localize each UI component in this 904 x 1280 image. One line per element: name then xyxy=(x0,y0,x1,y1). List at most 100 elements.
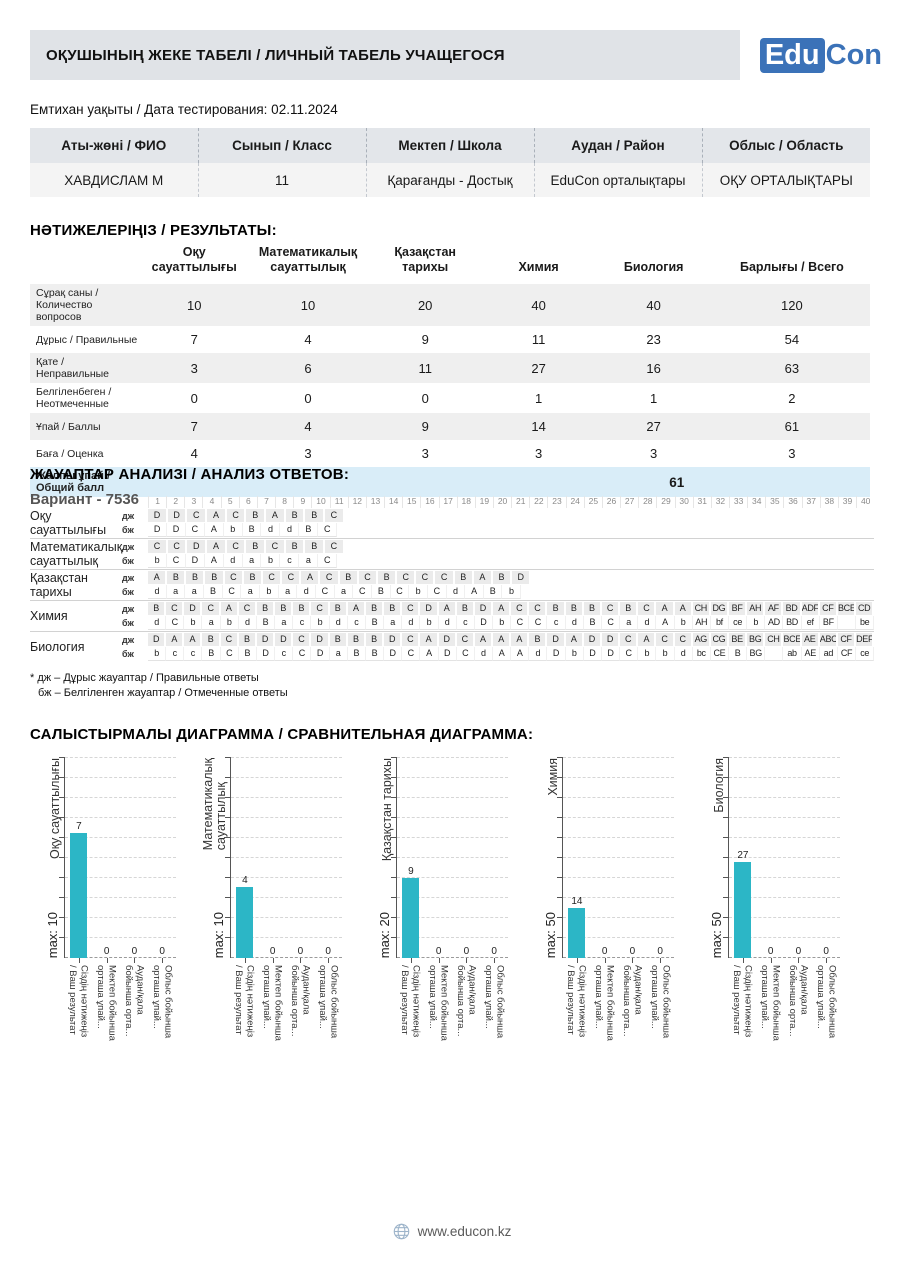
answer-cell xyxy=(749,523,767,537)
answer-cell xyxy=(498,523,516,537)
answer-cell: bf xyxy=(710,616,729,630)
answer-cell: A xyxy=(438,602,457,616)
answer-cell: d xyxy=(297,585,316,599)
answer-cell xyxy=(662,585,680,599)
chart-x-category-label: Сіздің нәтижеңіз / Ваш результат xyxy=(731,965,754,1038)
bar-chart: Биология max: 50 27 0 0 0 Сіздің нәтижеңіз / Ва… xyxy=(698,757,842,1070)
question-number: 9 xyxy=(293,496,311,508)
answer-cell: B xyxy=(583,616,602,630)
gridline xyxy=(231,937,342,938)
chart-y-label: Оқу сауаттылығы xyxy=(48,758,62,860)
answer-cell xyxy=(785,554,803,568)
answer-cell xyxy=(433,540,451,554)
answer-cell: B xyxy=(256,602,276,616)
answer-cell: ADF xyxy=(801,602,820,616)
x-axis-tick xyxy=(466,958,468,963)
answer-cell xyxy=(768,540,786,554)
bar-slot: 0 xyxy=(812,946,840,958)
answer-cell: C xyxy=(166,616,185,630)
answer-cell: d xyxy=(474,647,493,661)
y-axis-tick xyxy=(557,777,563,778)
gridline xyxy=(65,877,176,878)
answer-cell: BCE xyxy=(783,633,802,647)
results-value: 54 xyxy=(784,332,800,347)
chart-x-category-label: Облыс бойынша орташа ұпай... xyxy=(815,965,838,1039)
answer-cell: A xyxy=(656,616,675,630)
y-axis-tick xyxy=(391,817,397,818)
answer-cell: C xyxy=(220,633,239,647)
y-axis-tick xyxy=(723,777,729,778)
answer-cell: C xyxy=(638,602,657,616)
answer-cell: C xyxy=(656,633,675,647)
y-axis-tick xyxy=(59,817,65,818)
answer-cell xyxy=(651,571,668,585)
answer-cell xyxy=(698,540,716,554)
answer-cell: B xyxy=(483,585,503,599)
answer-cell: C xyxy=(293,647,312,661)
answer-cell xyxy=(634,571,651,585)
answer-cell: a xyxy=(384,616,403,630)
chart-x-category-label: Облыс бойынша орташа ұпай... xyxy=(151,965,174,1039)
answer-cell xyxy=(698,509,716,523)
x-axis-tick xyxy=(826,958,828,963)
answer-cell xyxy=(804,585,822,599)
bar-value-label: 0 xyxy=(435,946,442,957)
gridline xyxy=(563,757,674,758)
test-date: Емтихан уақыты / Дата тестирования: 02.1… xyxy=(30,102,338,117)
answer-cell: B xyxy=(202,633,221,647)
answer-cell: A xyxy=(420,633,439,647)
results-value: 27 xyxy=(593,413,714,440)
results-value: 4 xyxy=(304,332,312,347)
answer-cell xyxy=(362,509,380,523)
answer-cell: C xyxy=(187,509,207,523)
results-value: 120 xyxy=(713,284,870,326)
answer-cell: B xyxy=(256,616,276,630)
answer-cell: B xyxy=(329,602,348,616)
answers-analysis-table: Вариант - 7536 1 2 3 4 5 6 7 8 9 10 11 12 13 14 15 16 17… xyxy=(30,488,875,701)
gridline xyxy=(231,757,342,758)
answer-cell xyxy=(856,554,874,568)
answer-cell: b xyxy=(420,616,439,630)
answer-cell: B xyxy=(620,602,639,616)
gridline xyxy=(397,877,508,878)
bar-value-label: 4 xyxy=(242,875,248,886)
results-row-label: Ұпай / Баллы xyxy=(30,413,140,440)
answer-cell: C xyxy=(224,571,244,585)
answer-cell xyxy=(703,571,720,585)
answer-cell xyxy=(503,540,521,554)
gridline xyxy=(397,797,508,798)
answer-cell: bc xyxy=(692,647,711,661)
results-value: 1 xyxy=(534,390,543,406)
x-axis-tick xyxy=(78,958,80,963)
question-number: 1 xyxy=(148,496,166,508)
y-axis-tick xyxy=(225,877,231,878)
legend-line-dzh: * дж – Дұрыс жауаптар / Правильные ответ… xyxy=(30,672,259,684)
answer-cell xyxy=(838,523,856,537)
footer-url[interactable]: www.educon.kz xyxy=(417,1224,512,1239)
answer-cell xyxy=(677,554,695,568)
answer-cell: C xyxy=(185,523,205,537)
y-axis-tick xyxy=(723,897,729,898)
results-value: 20 xyxy=(366,284,484,326)
answer-cell xyxy=(837,616,857,630)
results-row: Дұрыс / Правильные 7 4 9 11 23 54 xyxy=(30,326,870,353)
answer-cell xyxy=(583,571,600,585)
answer-cell: A xyxy=(638,633,657,647)
answer-cell: a xyxy=(185,585,204,599)
answer-cell: b xyxy=(492,616,512,630)
question-number: 36 xyxy=(783,496,801,508)
answer-cell: AF xyxy=(765,602,784,616)
y-axis-tick xyxy=(59,877,65,878)
x-axis-tick xyxy=(410,958,412,963)
row-tag-dzh: дж xyxy=(122,635,135,645)
x-axis-line xyxy=(65,957,176,958)
question-number: 38 xyxy=(819,496,838,508)
legend-line-bzh: бж – Белгіленген жауаптар / Отмеченные о… xyxy=(38,687,288,699)
chart-plot-area: 14 0 0 0 xyxy=(557,757,674,963)
y-axis-tick xyxy=(225,917,231,918)
answer-cell: B xyxy=(729,647,748,661)
gridline xyxy=(65,817,176,818)
subject-name: Оқу сауаттылығы xyxy=(30,509,107,537)
answer-cell xyxy=(645,540,663,554)
row-tag-dzh: дж xyxy=(122,542,135,552)
